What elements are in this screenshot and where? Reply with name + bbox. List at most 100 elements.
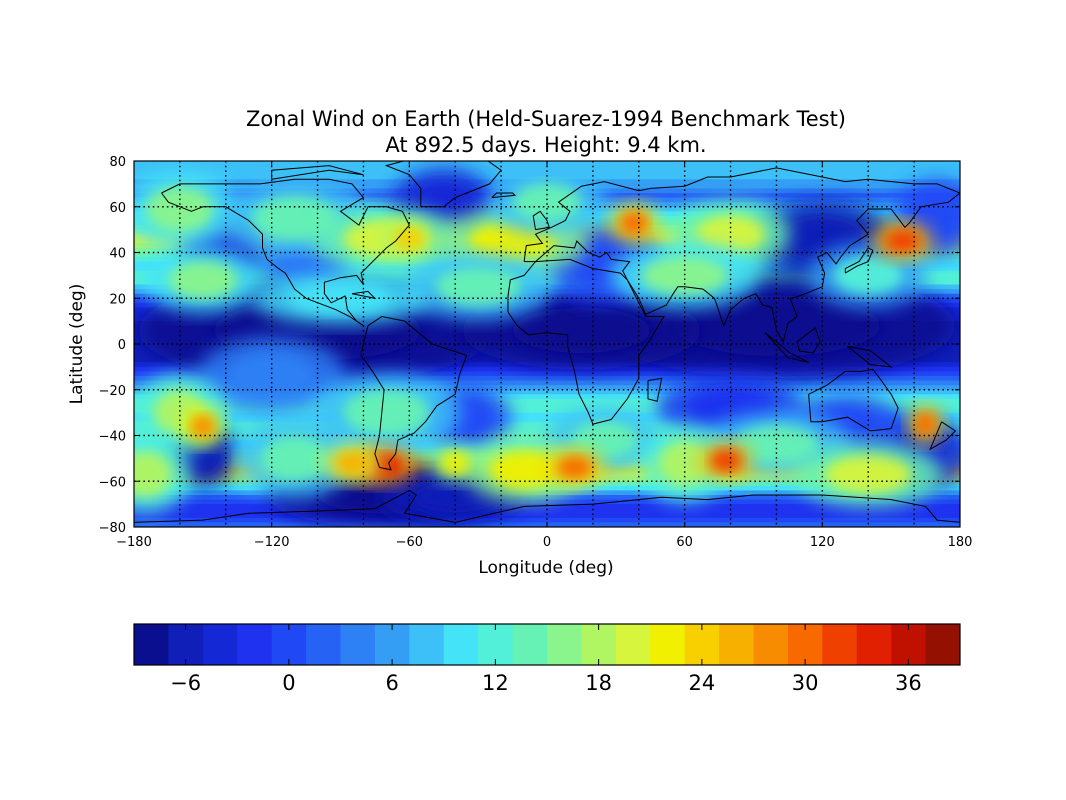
- y-axis-label: Latitude (deg): [67, 284, 87, 405]
- x-tick-label: 120: [810, 535, 835, 550]
- colorbar-segment: [168, 624, 204, 665]
- coastline: [491, 192, 516, 199]
- coastline: [929, 421, 957, 451]
- colorbar-segment: [271, 624, 307, 665]
- heatmap-band: [134, 366, 960, 373]
- chart-title-line1: Zonal Wind on Earth (Held-Suarez-1994 Be…: [246, 107, 846, 131]
- wind-cell-core: [168, 261, 238, 299]
- x-tick-label: 60: [676, 535, 693, 550]
- coastline: [523, 167, 960, 343]
- coastline: [384, 161, 502, 208]
- colorbar-tick-label: 12: [482, 671, 509, 695]
- wind-cell-core: [569, 421, 639, 459]
- y-tick-label: −40: [99, 430, 126, 445]
- x-tick-label: −120: [254, 535, 290, 550]
- wind-cell-core: [710, 449, 742, 472]
- colorbar-tick-label: 24: [689, 671, 716, 695]
- coastline: [507, 258, 665, 425]
- y-tick-label: −20: [99, 384, 126, 399]
- colorbar-segment: [684, 624, 720, 665]
- y-tick-label: 60: [109, 201, 126, 216]
- colorbar-segment: [340, 624, 376, 665]
- heatmap-band: [134, 517, 960, 524]
- colorbar-tick-label: 30: [792, 671, 819, 695]
- colorbar-ticks: −6 0 6 12 18 24 30 36: [170, 624, 922, 695]
- colorbar-frame: [133, 623, 961, 666]
- coastline: [161, 178, 410, 327]
- coastlines: [134, 161, 960, 523]
- wind-cell-core: [641, 256, 728, 295]
- wind-cell-core: [489, 450, 559, 489]
- wind-cell-core: [134, 451, 172, 498]
- wind-cell-core: [343, 389, 430, 436]
- colorbar-segment: [925, 624, 961, 665]
- coastline: [351, 290, 377, 300]
- wind-cell-core: [512, 307, 651, 353]
- colorbar-segment: [512, 624, 548, 665]
- y-tick-label: −80: [99, 521, 126, 536]
- colorbar-segment: [409, 624, 445, 665]
- coastline: [647, 377, 663, 402]
- wind-cell-core: [393, 227, 425, 251]
- x-axis-label: Longitude (deg): [478, 558, 613, 578]
- heatmap-band: [134, 499, 960, 505]
- colorbar-segment: [478, 624, 514, 665]
- wind-cell-core: [620, 211, 648, 235]
- colorbar-segment: [753, 624, 789, 665]
- colorbar-segment: [719, 624, 754, 665]
- coastline: [134, 489, 960, 523]
- colorbar-segment: [202, 624, 238, 665]
- y-tick-label: 40: [109, 247, 126, 262]
- colorbar-segment: [822, 624, 858, 665]
- wind-cell-core: [435, 267, 522, 306]
- wind-cell-core: [334, 451, 370, 475]
- wind-cell-core: [557, 456, 592, 479]
- x-tick-label: −180: [116, 535, 152, 550]
- coastline: [796, 327, 821, 354]
- wind-cell-core: [190, 415, 215, 438]
- wind-cell-core: [885, 229, 920, 253]
- colorbar-segment: [856, 624, 892, 665]
- colorbar-segment: [374, 624, 410, 665]
- wind-cell-core: [228, 353, 315, 399]
- colorbar-segment: [134, 624, 169, 665]
- colorbar-tick-label: 6: [385, 671, 398, 695]
- y-tick-label: 80: [109, 155, 126, 170]
- heatmap-band: [134, 504, 960, 510]
- colorbar-tick-label: 18: [585, 671, 612, 695]
- y-tick-label: 0: [118, 338, 126, 353]
- colorbar-segment: [237, 624, 273, 665]
- colorbar-segment: [891, 624, 927, 665]
- chart-title-line2: At 892.5 days. Height: 9.4 km.: [385, 133, 706, 157]
- coastline: [764, 332, 809, 363]
- x-tick-label: 0: [543, 535, 551, 550]
- colorbar: [134, 624, 961, 665]
- colorbar-tick-label: 0: [282, 671, 295, 695]
- coastline: [360, 315, 468, 471]
- y-tick-label: −60: [99, 475, 126, 490]
- x-tick-label: −60: [396, 535, 423, 550]
- heatmap-band: [134, 508, 960, 514]
- colorbar-tick-label: −6: [170, 671, 201, 695]
- wind-cell-core: [696, 215, 765, 254]
- colorbar-segment: [581, 624, 617, 665]
- y-axis-ticks: 80 60 40 20 0 −20 −40 −60 −80: [99, 155, 960, 536]
- colorbar-segment: [615, 624, 651, 665]
- wind-cell-core: [825, 455, 912, 494]
- x-tick-label: 180: [948, 535, 973, 550]
- colorbar-segment: [787, 624, 823, 665]
- colorbar-segment: [306, 624, 341, 665]
- colorbar-segment: [547, 624, 582, 665]
- coastline: [844, 247, 874, 274]
- heatmap-band: [134, 371, 960, 377]
- colorbar-tick-label: 36: [895, 671, 922, 695]
- y-tick-label: 20: [109, 292, 126, 307]
- coastline: [847, 345, 893, 368]
- gridlines: [134, 161, 960, 527]
- coastline: [808, 368, 899, 432]
- wind-cell-core: [260, 435, 330, 482]
- colorbar-segment: [443, 624, 479, 665]
- wind-cell-core: [915, 412, 936, 436]
- x-axis-ticks: −180 −120 −60 0 60 120 180: [116, 161, 972, 550]
